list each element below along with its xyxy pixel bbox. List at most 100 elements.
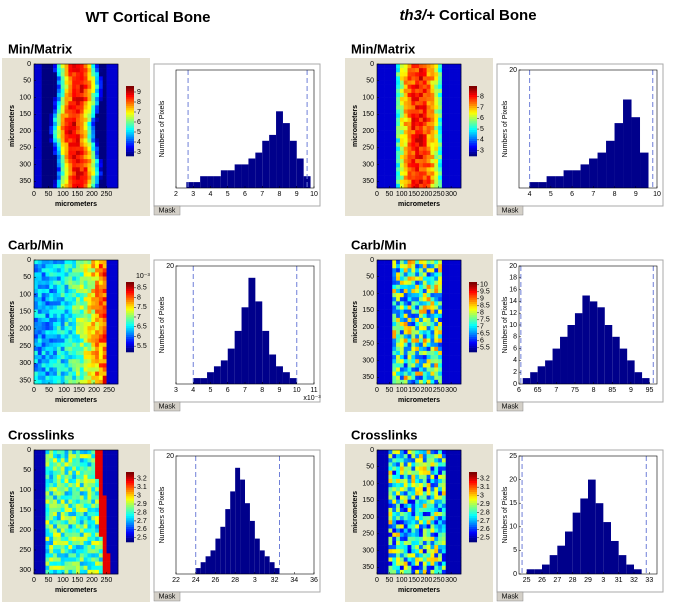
heatmap-cell: [91, 520, 96, 525]
heatmap-cell: [95, 379, 100, 385]
heatmap-cell: [79, 134, 84, 139]
heatmap-cell: [441, 346, 447, 352]
heatmap-cell: [76, 142, 81, 147]
heatmap-cell: [415, 76, 420, 81]
heatmap-cell: [49, 561, 54, 567]
heatmap-cell: [457, 284, 462, 290]
heatmap-cell: [68, 557, 73, 562]
heatmap-cell: [45, 359, 50, 364]
heatmap-cell: [76, 491, 81, 496]
heatmap-cell: [422, 97, 427, 102]
heatmap-cell: [41, 458, 46, 463]
heatmap-cell: [380, 338, 385, 343]
heatmap-cell: [45, 450, 50, 455]
heatmap-cell: [56, 346, 62, 352]
colorbar-cell: [469, 114, 477, 117]
heatmap-cell: [34, 264, 39, 269]
heatmap-cell: [53, 507, 58, 513]
x-tick-label: 3: [253, 577, 257, 584]
heatmap-cell: [110, 359, 115, 364]
heatmap-cell: [110, 68, 115, 73]
heatmap-cell: [95, 565, 100, 571]
heatmap-cell: [438, 454, 443, 459]
mask-button[interactable]: [153, 205, 181, 216]
heatmap-cell: [407, 536, 412, 542]
heatmap-cell: [453, 97, 458, 102]
heatmap-cell: [34, 72, 39, 77]
heatmap-cell: [83, 284, 88, 290]
heatmap-cell: [403, 159, 408, 164]
heatmap-cell: [388, 520, 393, 525]
heatmap-cell: [407, 346, 412, 352]
heatmap-cell: [419, 478, 424, 484]
heatmap-cell: [106, 284, 111, 290]
heatmap-cell: [411, 478, 416, 484]
heatmap-cell: [419, 495, 424, 500]
heatmap-cell: [399, 557, 405, 562]
mask-button[interactable]: [496, 205, 524, 216]
heatmap-cell: [79, 322, 84, 327]
y-tick-label: 25: [509, 453, 517, 460]
x-tick-label: 7: [260, 191, 264, 198]
heatmap-cell: [60, 540, 65, 546]
heatmap-cell: [426, 317, 431, 323]
heatmap-cell: [79, 113, 84, 119]
y-tick-label: 20: [166, 453, 174, 460]
colorbar-tick-label: 5: [480, 126, 484, 133]
mask-button[interactable]: [153, 401, 181, 412]
histogram-bar: [631, 117, 641, 188]
heatmap-cell: [114, 359, 119, 364]
heatmap-cell: [49, 97, 54, 102]
heatmap-cell: [72, 163, 77, 168]
heatmap-cell: [422, 334, 427, 339]
heatmap-cell: [396, 134, 401, 139]
heatmap-cell: [449, 138, 454, 143]
heatmap-cell: [49, 130, 54, 135]
heatmap-cell: [415, 561, 420, 567]
heatmap-cell: [380, 117, 385, 123]
heatmap-cell: [79, 379, 84, 385]
y-tick-label: 350: [362, 564, 374, 571]
heatmap-cell: [102, 301, 107, 306]
heatmap-cell: [384, 499, 389, 505]
heatmap-cell: [114, 150, 119, 156]
heatmap-cell: [45, 375, 50, 381]
heatmap-cell: [457, 179, 462, 185]
heatmap-cell: [53, 68, 58, 73]
heatmap-cell: [380, 487, 385, 492]
heatmap-cell: [41, 280, 46, 286]
heatmap-cell: [53, 167, 58, 172]
heatmap-cell: [457, 557, 462, 562]
colorbar-cell: [126, 101, 134, 104]
heatmap-cell: [49, 487, 54, 492]
heatmap-cell: [377, 379, 382, 385]
heatmap-cell: [396, 569, 401, 575]
heatmap-cell: [380, 569, 385, 575]
heatmap-cell: [45, 338, 50, 343]
heatmap-cell: [392, 499, 397, 505]
heatmap-cell: [34, 322, 39, 327]
heatmap-cell: [60, 109, 65, 114]
heatmap-cell: [384, 175, 389, 181]
colorbar-cell: [469, 474, 477, 477]
heatmap-cell: [422, 284, 427, 290]
histogram-bar: [619, 348, 628, 384]
heatmap-cell: [438, 363, 443, 368]
heatmap-cell: [34, 179, 39, 185]
mask-button[interactable]: [496, 591, 524, 602]
heatmap-cell: [60, 334, 65, 339]
mask-button[interactable]: [496, 401, 524, 412]
heatmap-cell: [102, 487, 107, 492]
heatmap-cell: [91, 179, 96, 185]
heatmap-cell: [384, 334, 389, 339]
heatmap-cell: [79, 363, 84, 368]
heatmap-cell: [453, 342, 458, 348]
heatmap-cell: [434, 359, 439, 364]
heatmap-cell: [457, 483, 462, 488]
heatmap-cell: [426, 355, 431, 360]
heatmap-cell: [110, 97, 115, 102]
heatmap-cell: [411, 134, 416, 139]
heatmap-cell: [68, 450, 73, 455]
heatmap-cell: [388, 454, 393, 459]
mask-button[interactable]: [153, 591, 181, 602]
